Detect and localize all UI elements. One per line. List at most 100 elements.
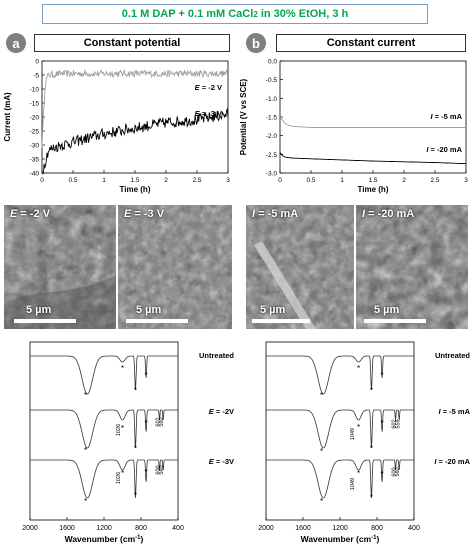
x-tick-label: 2.5 <box>430 177 439 184</box>
ftir-chart-a: 2000 1600 1200 800 400 Wavenumber (cm-1) * * * * U… <box>22 341 234 544</box>
y-tick-label: -1.5 <box>266 115 278 122</box>
x-tick-label: 1200 <box>332 525 348 532</box>
spectrum-label: Untreated <box>199 351 234 360</box>
y-tick-label: -5 <box>33 73 39 80</box>
spectrum-label: I = -5 mA <box>439 407 471 416</box>
ftir-chart-b: 2000 1600 1200 800 400 Wavenumber (cm-1) * * * * U… <box>258 341 471 544</box>
scale-bar <box>252 319 310 323</box>
sem-image-e-3v: E = -3 V 5 µm <box>118 205 232 329</box>
peak-marker: * <box>121 364 124 373</box>
spectrum-line <box>30 409 178 449</box>
series-line <box>41 68 229 148</box>
peak-marker: * <box>145 468 148 477</box>
sem-texture <box>246 205 354 329</box>
x-tick-label: 1600 <box>59 525 75 532</box>
peak-annotation: 1026 <box>116 472 122 484</box>
y-tick-label: -30 <box>30 143 40 150</box>
peak-annotation: 560 <box>395 467 401 476</box>
peak-marker: * <box>121 469 124 478</box>
x-tick-label: 2 <box>402 177 406 184</box>
peak-marker: * <box>84 497 87 506</box>
peak-annotation: 602 <box>155 417 161 426</box>
x-axis-label: Wavenumber (cm-1) <box>301 534 380 544</box>
peak-marker: * <box>381 470 384 479</box>
x-axis-label: Time (h) <box>120 185 151 194</box>
peak-marker: * <box>145 371 148 380</box>
peak-annotation: 559 <box>395 419 401 428</box>
y-tick-label: -2.0 <box>266 133 278 140</box>
peak-marker: * <box>134 386 137 395</box>
x-tick-label: 2.5 <box>192 177 201 184</box>
y-tick-label: -10 <box>30 87 40 94</box>
sem-var: E <box>124 208 132 220</box>
sem-texture <box>4 205 116 329</box>
sem-value: = -2 V <box>17 208 51 220</box>
x-tick-label: 1 <box>102 177 106 184</box>
spectrum-line <box>266 409 414 449</box>
panel-a-header: Constant potential <box>34 34 230 52</box>
peak-annotation: 1049 <box>350 478 356 490</box>
y-axis-label: Potential (V vs SCE) <box>239 78 248 155</box>
peak-annotation: 600 <box>392 467 398 476</box>
y-tick-label: 0 <box>35 59 39 66</box>
sem-var: E <box>10 208 18 220</box>
x-tick-label: 0 <box>278 177 282 184</box>
sem-value: = -5 mA <box>255 208 299 220</box>
y-tick-label: -25 <box>30 129 40 136</box>
x-tick-label: 400 <box>408 525 420 532</box>
figure-title-subscript: 2 <box>253 9 258 19</box>
spectrum-line <box>30 355 178 395</box>
panel-a-letter: a <box>6 33 26 53</box>
spectrum-line <box>30 459 178 499</box>
peak-annotation: 1049 <box>350 428 356 440</box>
plot-frame <box>29 341 179 521</box>
y-tick-label: 0.0 <box>268 59 277 66</box>
series-line <box>279 116 466 128</box>
peak-marker: * <box>84 391 87 400</box>
x-tick-label: 1.5 <box>368 177 377 184</box>
spectrum-label: E = -2V <box>209 407 234 416</box>
sem-texture <box>356 205 468 329</box>
x-axis-label: Time (h) <box>358 185 389 194</box>
peak-annotation: 1026 <box>116 424 122 436</box>
series-label: E = -2 V <box>195 83 222 92</box>
spectrum-line <box>266 355 414 395</box>
sem-var: I <box>252 208 256 220</box>
peak-marker: * <box>357 364 360 373</box>
scale-bar <box>14 319 76 323</box>
x-tick-label: 0.5 <box>306 177 315 184</box>
spectrum-label: E = -3V <box>209 457 234 466</box>
y-tick-label: -15 <box>30 101 40 108</box>
peak-marker: * <box>134 491 137 500</box>
peak-marker: * <box>145 419 148 428</box>
peak-marker: * <box>134 444 137 453</box>
x-tick-label: 800 <box>135 525 147 532</box>
sem-image-e-2v: E = -2 V 5 µm <box>4 205 116 329</box>
sem-image-i-20ma: I = -20 mA 5 µm <box>356 205 468 329</box>
spectrum-label: Untreated <box>435 351 470 360</box>
sem-value: = -20 mA <box>365 208 415 220</box>
scale-bar-label: 5 µm <box>260 304 286 316</box>
x-tick-label: 1600 <box>295 525 311 532</box>
series-label: I = -5 mA <box>431 112 463 121</box>
scale-bar-label: 5 µm <box>26 304 52 316</box>
scale-bar <box>126 319 188 323</box>
x-tick-label: 800 <box>371 525 383 532</box>
series-label: E = -3 V <box>195 109 222 118</box>
y-tick-label: -1.0 <box>266 96 278 103</box>
peak-marker: * <box>320 497 323 506</box>
series-label: I = -20 mA <box>426 145 462 154</box>
peak-marker: * <box>320 391 323 400</box>
x-tick-label: 3 <box>226 177 230 184</box>
peak-marker: * <box>370 444 373 453</box>
peak-marker: * <box>370 386 373 395</box>
figure-title-main: 0.1 M DAP + 0.1 mM CaCl <box>121 8 254 20</box>
panel-b-letter: b <box>246 33 266 53</box>
spectrum-label: I = -20 mA <box>434 457 470 466</box>
series-line <box>279 152 467 165</box>
scale-bar-label: 5 µm <box>374 304 400 316</box>
peak-marker: * <box>84 446 87 455</box>
y-tick-label: -3.0 <box>266 171 278 178</box>
peak-marker: * <box>357 469 360 478</box>
x-axis-label: Wavenumber (cm-1) <box>65 534 144 544</box>
